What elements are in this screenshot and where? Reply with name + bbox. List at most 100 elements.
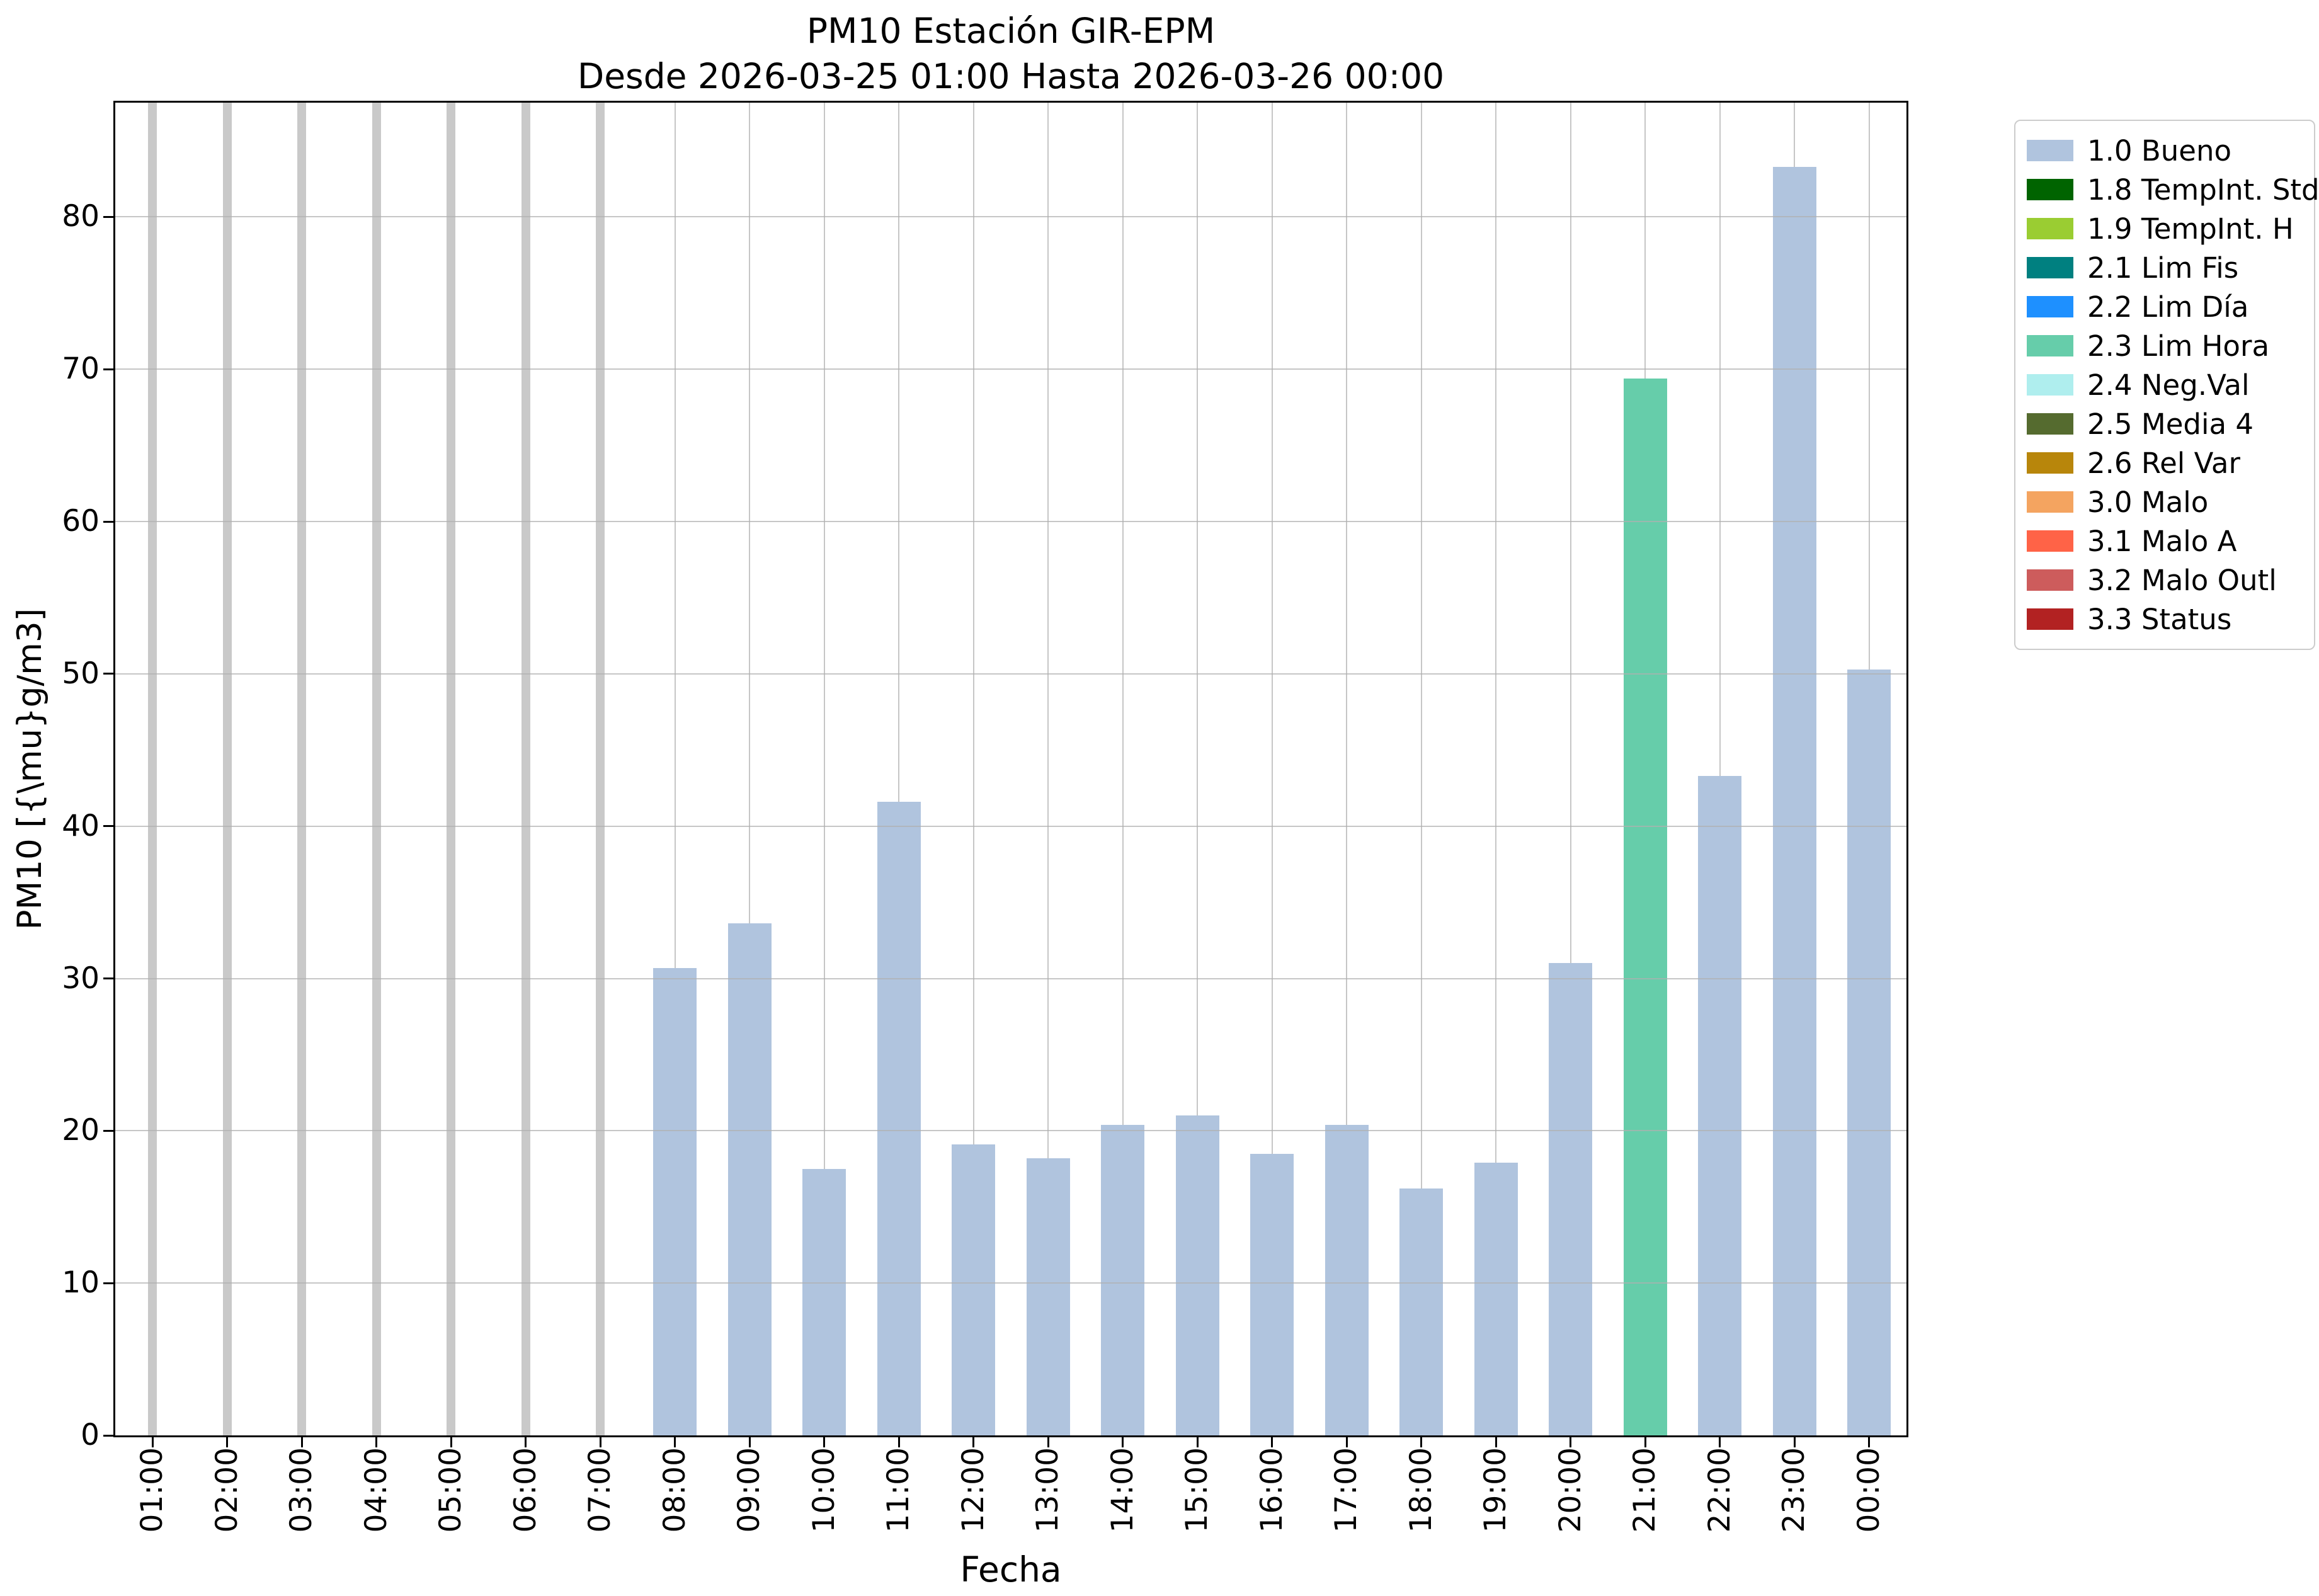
legend-row: 1.0 Bueno: [2027, 131, 2303, 170]
x-tick-mark: [151, 1437, 154, 1447]
chart-title: PM10 Estación GIR-EPM: [806, 11, 1216, 51]
x-tick-mark: [1793, 1437, 1796, 1447]
x-tick-label: 06:00: [508, 1447, 543, 1533]
x-tick-mark: [300, 1437, 303, 1447]
y-tick-mark: [103, 1434, 113, 1437]
legend-swatch-2.4 Neg.Val: [2027, 374, 2073, 396]
legend-label: 3.0 Malo: [2087, 485, 2209, 519]
legend-swatch-3.3 Status: [2027, 608, 2073, 630]
gridline-vertical: [749, 103, 751, 1435]
legend-label: 2.1 Lim Fis: [2087, 251, 2239, 285]
gridline-vertical: [1719, 103, 1721, 1435]
y-tick-mark: [103, 978, 113, 979]
bar-14:00: [1101, 1124, 1145, 1435]
y-tick-label: 40: [62, 808, 100, 843]
x-tick-label: 14:00: [1105, 1447, 1140, 1533]
bar-12:00: [952, 1144, 996, 1435]
chart-title-block: PM10 Estación GIR-EPM Desde 2026-03-25 0…: [113, 9, 1908, 99]
x-tick-mark: [599, 1437, 601, 1447]
legend-swatch-3.0 Malo: [2027, 491, 2073, 513]
x-axis-label: Fecha: [960, 1549, 1062, 1590]
x-tick-label: 10:00: [806, 1447, 841, 1533]
legend-swatch-2.2 Lim Día: [2027, 296, 2073, 317]
x-tick-mark: [1495, 1437, 1497, 1447]
legend-row: 2.4 Neg.Val: [2027, 365, 2303, 404]
x-tick-label: 23:00: [1777, 1447, 1812, 1533]
x-tick-label: 17:00: [1329, 1447, 1364, 1533]
legend-row: 3.1 Malo A: [2027, 522, 2303, 561]
y-tick-mark: [103, 215, 113, 218]
bar-04:00: [372, 103, 381, 1435]
y-tick-mark: [103, 673, 113, 675]
x-tick-mark: [375, 1437, 378, 1447]
x-tick-mark: [1868, 1437, 1871, 1447]
x-tick-label: 19:00: [1478, 1447, 1513, 1533]
gridline-vertical: [1122, 103, 1124, 1435]
bar-21:00: [1623, 378, 1667, 1435]
chart-subtitle: Desde 2026-03-25 01:00 Hasta 2026-03-26 …: [577, 55, 1445, 96]
legend-items: 1.0 Bueno 1.8 TempInt. Std 1.9 TempInt. H 2…: [2027, 131, 2319, 639]
legend-row: 3.0 Malo: [2027, 482, 2303, 522]
gridline-horizontal: [115, 521, 1906, 523]
legend-row: 3.3 Status: [2027, 600, 2303, 639]
gridline-vertical: [972, 103, 974, 1435]
bar-08:00: [653, 967, 697, 1435]
legend-label: 3.3 Status: [2087, 602, 2232, 636]
x-tick-label: 04:00: [358, 1447, 394, 1533]
legend-label: 2.6 Rel Var: [2087, 446, 2240, 480]
x-tick-mark: [1345, 1437, 1348, 1447]
x-tick-mark: [1271, 1437, 1273, 1447]
y-tick-mark: [103, 520, 113, 523]
x-tick-label: 08:00: [657, 1447, 692, 1533]
x-tick-mark: [748, 1437, 751, 1447]
y-tick-mark: [103, 1129, 113, 1132]
legend-label: 2.3 Lim Hora: [2087, 329, 2270, 363]
x-tick-mark: [1196, 1437, 1199, 1447]
gridline-vertical: [1271, 103, 1273, 1435]
bar-05:00: [447, 103, 456, 1435]
bar-20:00: [1549, 963, 1593, 1435]
x-tick-mark: [972, 1437, 975, 1447]
bar-01:00: [148, 103, 157, 1435]
gridline-horizontal: [115, 673, 1906, 675]
y-tick-mark: [103, 1282, 113, 1284]
legend-swatch-1.9 TempInt. H: [2027, 218, 2073, 239]
bar-00:00: [1847, 669, 1891, 1435]
y-tick-mark: [103, 368, 113, 370]
x-tick-label: 11:00: [881, 1447, 916, 1533]
gridline-horizontal: [115, 1282, 1906, 1284]
x-tick-label: 12:00: [955, 1447, 991, 1533]
gridline-horizontal: [115, 1130, 1906, 1132]
bar-13:00: [1026, 1158, 1070, 1435]
bar-19:00: [1474, 1163, 1518, 1435]
bar-07:00: [596, 103, 605, 1435]
horizontal-gridlines: [115, 103, 1906, 1435]
legend: 1.0 Bueno 1.8 TempInt. Std 1.9 TempInt. H 2…: [2014, 120, 2319, 650]
x-tick-label: 02:00: [209, 1447, 244, 1533]
x-tick-mark: [1719, 1437, 1721, 1447]
bar-09:00: [727, 923, 772, 1435]
y-tick-label: 10: [62, 1265, 100, 1301]
gridline-vertical: [823, 103, 825, 1435]
legend-swatch-1.8 TempInt. Std: [2027, 179, 2073, 200]
plot-area: [113, 101, 1908, 1437]
bar-16:00: [1250, 1153, 1294, 1435]
bar-18:00: [1399, 1188, 1444, 1435]
legend-label: 2.2 Lim Día: [2087, 290, 2249, 324]
x-tick-label: 09:00: [732, 1447, 767, 1533]
legend-row: 2.1 Lim Fis: [2027, 248, 2303, 287]
bar-17:00: [1325, 1124, 1369, 1435]
bar-23:00: [1772, 166, 1816, 1435]
bar-22:00: [1698, 775, 1742, 1435]
x-tick-label: 00:00: [1851, 1447, 1886, 1533]
y-tick-label: 0: [81, 1418, 100, 1452]
x-tick-mark: [450, 1437, 452, 1447]
gridline-vertical: [1047, 103, 1049, 1435]
legend-label: 1.0 Bueno: [2087, 134, 2231, 168]
legend-label: 1.9 TempInt. H: [2087, 212, 2294, 246]
x-tick-label: 05:00: [433, 1447, 469, 1533]
gridline-horizontal: [115, 978, 1906, 979]
legend-label: 2.4 Neg.Val: [2087, 368, 2250, 402]
x-tick-mark: [525, 1437, 527, 1447]
